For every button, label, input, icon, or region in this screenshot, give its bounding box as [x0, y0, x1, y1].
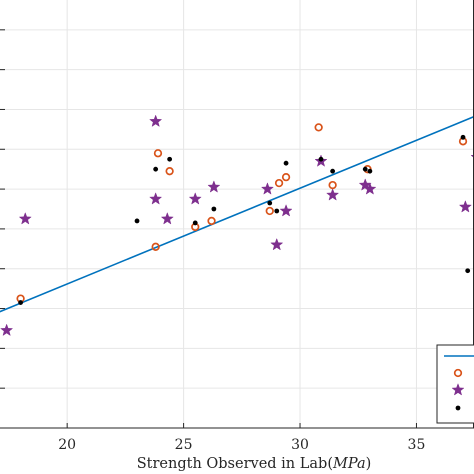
x-tick-label: 30	[291, 437, 309, 453]
dot-point	[460, 134, 466, 140]
dot-point	[211, 206, 217, 212]
dot-point	[192, 220, 198, 226]
x-axis-label-paren-open: (	[327, 456, 333, 472]
circle-point	[281, 172, 291, 182]
star-point	[0, 323, 14, 337]
x-tick-label: 35	[408, 437, 426, 453]
star-point	[149, 114, 163, 127]
legend-box	[436, 344, 474, 424]
star-point	[160, 212, 174, 225]
x-tick-label: 25	[175, 437, 193, 453]
circle-point	[165, 167, 174, 176]
dot-point	[318, 156, 324, 162]
data-points	[0, 114, 474, 337]
star-point	[207, 180, 221, 193]
dot-point	[330, 168, 336, 174]
star-point	[326, 188, 340, 201]
star-point	[188, 192, 202, 205]
dot-point	[134, 218, 140, 224]
dot-point	[362, 166, 368, 172]
star-point	[260, 182, 275, 195]
star-point	[279, 204, 293, 217]
dot-point	[167, 156, 173, 162]
x-tick-labels: 20 25 30 35	[58, 437, 425, 453]
fit-line-group	[0, 115, 474, 313]
legend-star-swatch	[451, 383, 465, 396]
x-axis-label-paren-close: )	[366, 456, 372, 472]
star-point	[458, 200, 472, 213]
dot-point	[153, 166, 159, 172]
fit-line	[0, 115, 474, 313]
dot-point	[274, 208, 280, 214]
grid-lines	[0, 0, 474, 428]
legend-dot-swatch	[455, 405, 461, 411]
dot-point	[267, 200, 273, 206]
circle-point	[274, 178, 284, 188]
x-axis-label-text: Strength Observed in Lab	[137, 456, 328, 472]
circle-point	[153, 149, 163, 158]
star-point	[363, 182, 377, 195]
legend	[436, 344, 474, 424]
dot-point	[367, 168, 373, 174]
x-axis-label: Strength Observed in Lab(MPa)	[137, 456, 372, 472]
x-tick-label: 20	[58, 437, 76, 453]
circle-point	[151, 242, 160, 251]
star-point	[149, 192, 163, 205]
dot-point	[18, 300, 23, 305]
star-point	[270, 237, 284, 251]
x-axis-label-unit: MPa	[332, 456, 366, 472]
dot-point	[283, 160, 289, 166]
circle-point	[328, 180, 337, 190]
legend-circle-swatch	[453, 368, 463, 378]
circle-point	[265, 206, 274, 216]
circle-point	[207, 216, 216, 226]
circle-point	[314, 123, 323, 132]
dot-point	[465, 268, 471, 274]
star-point	[18, 212, 32, 225]
